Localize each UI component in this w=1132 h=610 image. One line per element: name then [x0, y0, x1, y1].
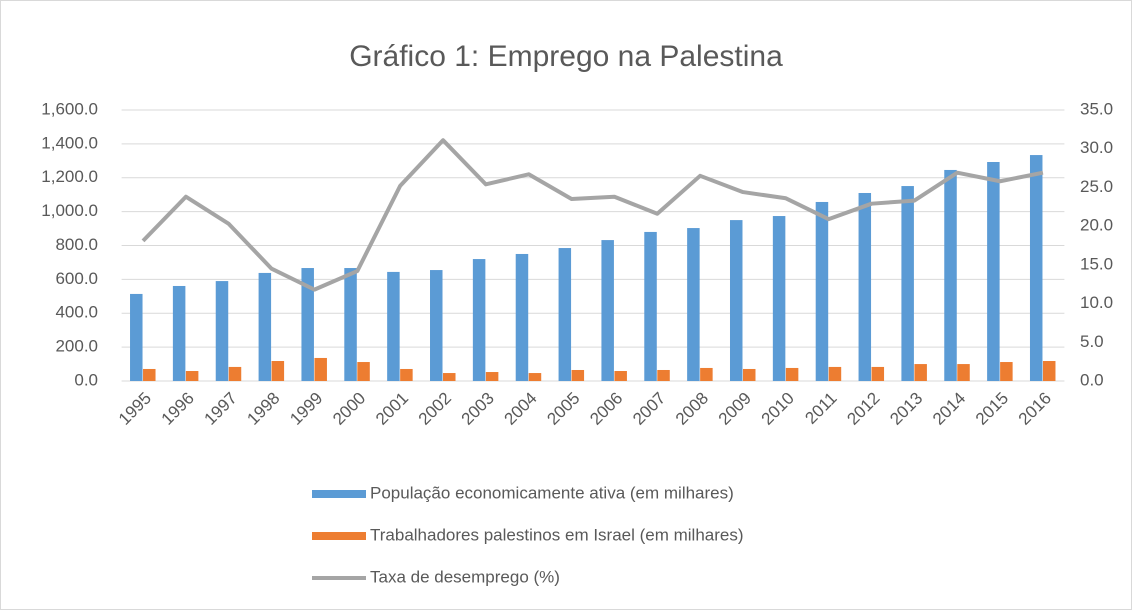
bar	[344, 268, 357, 381]
bar	[687, 228, 700, 381]
bar	[215, 281, 229, 381]
bar	[185, 371, 199, 381]
bar	[901, 186, 914, 381]
bar	[871, 366, 885, 381]
bar	[528, 373, 542, 381]
y-tick-label: 1,600.0	[41, 99, 98, 118]
y-tick-label: 1,000.0	[41, 201, 98, 220]
bar	[772, 216, 786, 381]
y-tick-label: 600.0	[55, 269, 98, 288]
bar	[443, 373, 456, 381]
y2-tick-label: 15.0	[1080, 254, 1113, 273]
bar	[172, 285, 186, 381]
legend-swatch	[312, 490, 366, 498]
bar	[400, 368, 413, 381]
bar	[914, 364, 927, 381]
bar	[357, 362, 370, 381]
bar	[815, 201, 829, 381]
bar	[614, 371, 627, 381]
bar	[644, 231, 657, 381]
legend-label: Taxa de desemprego (%)	[370, 567, 560, 586]
y2-tick-label: 0.0	[1080, 370, 1104, 389]
y-tick-label: 1,400.0	[41, 133, 98, 152]
bar	[228, 366, 242, 381]
y2-tick-label: 5.0	[1080, 332, 1104, 351]
legend-label: População economicamente ativa (em milha…	[370, 483, 734, 502]
bar	[601, 240, 614, 381]
bar	[742, 368, 756, 381]
bar	[558, 248, 572, 381]
y2-tick-label: 10.0	[1080, 293, 1113, 312]
bar	[571, 369, 585, 381]
bar	[130, 293, 143, 381]
chart-title: Gráfico 1: Emprego na Palestina	[349, 40, 783, 73]
bar	[957, 364, 970, 381]
y-tick-label: 400.0	[55, 303, 98, 322]
y2-tick-label: 20.0	[1080, 216, 1113, 235]
bar	[729, 220, 743, 381]
bar	[515, 253, 529, 381]
bar	[858, 192, 872, 381]
bar	[301, 268, 314, 381]
bar	[944, 169, 957, 381]
legend-label: Trabalhadores palestinos em Israel (em m…	[370, 525, 744, 544]
bar	[271, 361, 285, 381]
bar	[143, 368, 156, 381]
bar	[387, 271, 400, 381]
bar	[314, 357, 327, 381]
bar	[987, 161, 1000, 381]
bar	[430, 270, 443, 381]
y-tick-label: 1,200.0	[41, 167, 98, 186]
y2-tick-label: 30.0	[1080, 138, 1113, 157]
y2-tick-label: 25.0	[1080, 177, 1113, 196]
y-tick-label: 800.0	[55, 235, 98, 254]
bar	[700, 367, 713, 381]
bar	[485, 372, 499, 381]
bar	[472, 259, 486, 381]
y-tick-label: 0.0	[74, 370, 98, 389]
bar	[657, 369, 670, 381]
bar	[828, 366, 842, 381]
bar	[785, 367, 799, 381]
bar	[258, 272, 272, 381]
bar	[1042, 361, 1056, 381]
bar	[1029, 155, 1043, 381]
bar	[1000, 362, 1013, 381]
y2-tick-label: 35.0	[1080, 99, 1113, 118]
legend-swatch	[312, 532, 366, 540]
y-tick-label: 200.0	[55, 337, 98, 356]
line	[141, 138, 1044, 292]
